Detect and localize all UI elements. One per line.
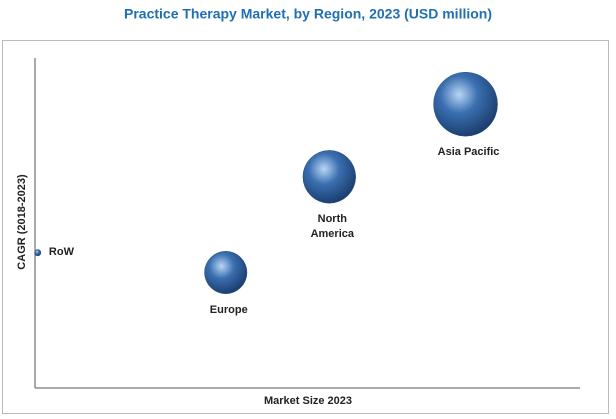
y-axis-label: CAGR (2018-2023) xyxy=(16,174,28,270)
x-axis-label: Market Size 2023 xyxy=(264,395,352,407)
bubble xyxy=(433,71,498,137)
bubble-label: Europe xyxy=(209,303,248,316)
bubble-label: North America xyxy=(310,213,354,241)
chart-title: Practice Therapy Market, by Region, 2023… xyxy=(124,6,492,22)
bubble-label: RoW xyxy=(48,245,74,258)
bubble xyxy=(204,251,248,294)
bubble-label: Asia Pacific xyxy=(437,146,500,159)
bubble xyxy=(34,249,42,257)
frame xyxy=(2,40,609,414)
bubble xyxy=(302,150,356,204)
